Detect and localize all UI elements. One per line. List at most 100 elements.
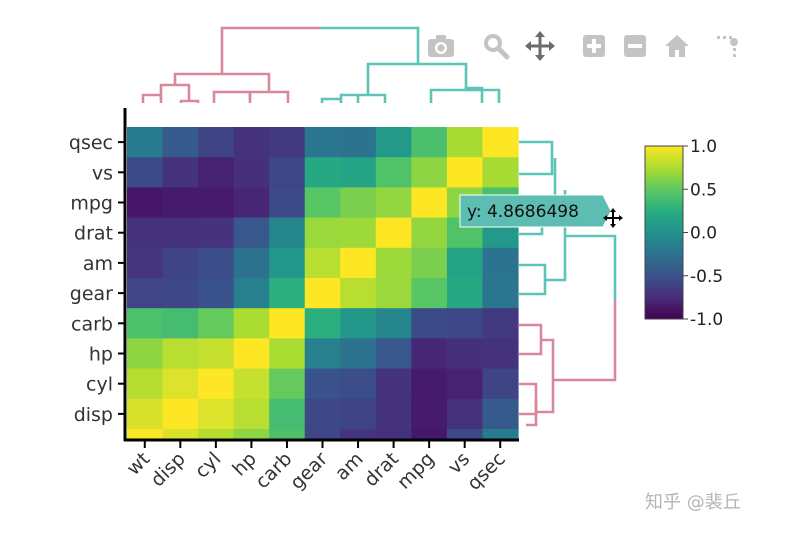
heatmap-cell[interactable] (269, 157, 306, 188)
heatmap-cell[interactable] (198, 187, 235, 218)
heatmap-cell[interactable] (127, 157, 164, 188)
heatmap-cell[interactable] (411, 429, 448, 441)
heatmap-cell[interactable] (198, 308, 235, 339)
heatmap-cell[interactable] (162, 338, 199, 369)
heatmap-cell[interactable] (233, 338, 270, 369)
heatmap-cell[interactable] (233, 217, 270, 249)
zoom-out-icon[interactable] (624, 35, 646, 57)
heatmap-cell[interactable] (127, 308, 164, 339)
heatmap-cell[interactable] (269, 278, 306, 309)
heatmap-cell[interactable] (127, 278, 164, 309)
heatmap-cell[interactable] (482, 429, 519, 441)
heatmap-cell[interactable] (304, 217, 341, 249)
heatmap-cell[interactable] (375, 247, 412, 279)
heatmap-cell[interactable] (233, 127, 270, 158)
heatmap-cell[interactable] (375, 429, 412, 441)
heatmap-cell[interactable] (482, 338, 519, 369)
heatmap-cell[interactable] (482, 127, 519, 158)
heatmap-cell[interactable] (375, 278, 412, 309)
heatmap-cell[interactable] (482, 247, 519, 279)
heatmap-cell[interactable] (162, 217, 199, 249)
heatmap-cell[interactable] (411, 217, 448, 249)
heatmap-cell[interactable] (375, 217, 412, 249)
heatmap-cell[interactable] (375, 157, 412, 188)
heatmap-cell[interactable] (482, 278, 519, 309)
heatmap-cell[interactable] (446, 308, 484, 339)
heatmap-cell[interactable] (482, 368, 519, 400)
heatmap-cell[interactable] (233, 308, 270, 339)
heatmap-cell[interactable] (162, 278, 199, 309)
heatmap-cell[interactable] (446, 278, 484, 309)
heatmap-cell[interactable] (198, 338, 235, 369)
heatmap-cell[interactable] (233, 429, 270, 441)
heatmap-cell[interactable] (233, 278, 270, 309)
heatmap-cell[interactable] (162, 157, 199, 188)
heatmap-cell[interactable] (304, 278, 341, 309)
heatmap-cell[interactable] (446, 398, 484, 430)
heatmap-cell[interactable] (340, 157, 377, 188)
heatmap-cell[interactable] (340, 368, 377, 400)
heatmap-cell[interactable] (198, 429, 235, 441)
heatmap-cell[interactable] (411, 398, 448, 430)
heatmap-cell[interactable] (304, 398, 341, 430)
heatmap-cell[interactable] (269, 127, 306, 158)
camera-icon[interactable] (428, 35, 454, 57)
heatmap-cell[interactable] (127, 398, 164, 430)
heatmap-cell[interactable] (446, 247, 484, 279)
heatmap-cell[interactable] (411, 308, 448, 339)
heatmap-cell[interactable] (304, 247, 341, 279)
heatmap-cell[interactable] (340, 127, 377, 158)
heatmap-cell[interactable] (198, 368, 235, 400)
heatmap-cell[interactable] (269, 217, 306, 249)
heatmap-cell[interactable] (127, 217, 164, 249)
heatmap-cell[interactable] (340, 338, 377, 369)
heatmap-cell[interactable] (198, 247, 235, 279)
heatmap-cell[interactable] (304, 429, 341, 441)
heatmap-cell[interactable] (162, 308, 199, 339)
heatmap-cell[interactable] (411, 278, 448, 309)
heatmap-cell[interactable] (375, 368, 412, 400)
heatmap-cell[interactable] (269, 398, 306, 430)
spike-lines-icon[interactable] (717, 36, 738, 57)
heatmap-cell[interactable] (375, 308, 412, 339)
heatmap-cell[interactable] (375, 127, 412, 158)
heatmap-cell[interactable] (411, 187, 448, 218)
zoom-icon[interactable] (484, 34, 510, 60)
heatmap-cells[interactable] (127, 127, 519, 441)
heatmap-cell[interactable] (340, 278, 377, 309)
heatmap-cell[interactable] (269, 247, 306, 279)
heatmap-cell[interactable] (304, 308, 341, 339)
heatmap-cell[interactable] (127, 338, 164, 369)
heatmap-cell[interactable] (446, 338, 484, 369)
heatmap-cell[interactable] (446, 127, 484, 158)
heatmap-cell[interactable] (127, 127, 164, 158)
heatmap-cell[interactable] (269, 187, 306, 218)
heatmap-cell[interactable] (411, 368, 448, 400)
heatmap-cell[interactable] (233, 157, 270, 188)
heatmap-cell[interactable] (269, 308, 306, 339)
heatmap-cell[interactable] (198, 127, 235, 158)
heatmap-cell[interactable] (233, 187, 270, 218)
pan-icon[interactable] (525, 31, 555, 61)
heatmap-cell[interactable] (340, 429, 377, 441)
heatmap-cell[interactable] (162, 368, 199, 400)
heatmap-cell[interactable] (127, 429, 164, 441)
heatmap-cell[interactable] (375, 187, 412, 218)
heatmap-cell[interactable] (269, 429, 306, 441)
heatmap-cell[interactable] (411, 127, 448, 158)
heatmap-cell[interactable] (446, 368, 484, 400)
heatmap-cell[interactable] (198, 398, 235, 430)
heatmap-cell[interactable] (127, 187, 164, 218)
heatmap-cell[interactable] (340, 308, 377, 339)
home-icon[interactable] (665, 35, 689, 57)
heatmap-cell[interactable] (482, 157, 519, 188)
heatmap-cell[interactable] (198, 157, 235, 188)
heatmap-cell[interactable] (233, 247, 270, 279)
heatmap-cell[interactable] (482, 308, 519, 339)
heatmap-cell[interactable] (482, 398, 519, 430)
heatmap-cell[interactable] (304, 127, 341, 158)
heatmap-cell[interactable] (340, 247, 377, 279)
heatmap-cell[interactable] (198, 278, 235, 309)
heatmap-cell[interactable] (233, 398, 270, 430)
heatmap-cell[interactable] (162, 127, 199, 158)
